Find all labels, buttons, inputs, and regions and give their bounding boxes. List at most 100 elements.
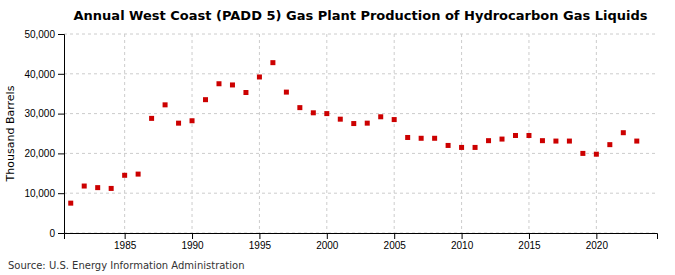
point <box>405 135 410 140</box>
y-tick: 10,000 <box>24 188 64 199</box>
point <box>580 151 585 156</box>
title: Annual West Coast (PADD 5) Gas Plant Pro… <box>74 8 648 23</box>
x-tick-label: 2005 <box>384 240 407 251</box>
point <box>324 111 329 116</box>
grid-line-x <box>124 34 125 233</box>
point <box>553 139 558 144</box>
point <box>432 136 437 141</box>
y-tick: 50,000 <box>24 29 64 40</box>
point <box>136 172 141 177</box>
point <box>176 121 181 126</box>
y-axis: 0 10,000 20,000 30,000 40,000 50,000 <box>24 29 64 239</box>
y-tick-label: 30,000 <box>24 108 55 119</box>
x-tick-label: 1995 <box>249 240 272 251</box>
point <box>109 186 114 191</box>
point <box>203 97 208 102</box>
x-tick: 2015 <box>518 233 541 251</box>
point <box>82 184 87 189</box>
x-axis: 1985 1990 1995 2000 2005 2010 2015 2020 <box>65 233 658 251</box>
x-tick-label: 2000 <box>316 240 339 251</box>
point <box>567 139 572 144</box>
point <box>634 139 639 144</box>
y-tick-label: 50,000 <box>24 29 55 40</box>
plot-area: 1985 1990 1995 2000 2005 2010 2015 2020 0 10,000 2… <box>24 29 657 251</box>
y-axis-label: Thousand Barrels <box>4 85 17 182</box>
y-tick-mark <box>58 34 64 35</box>
x-tick-label: 2020 <box>586 240 609 251</box>
y-tick-label: 0 <box>49 228 55 239</box>
y-tick-mark <box>58 153 64 154</box>
grid-line-y <box>64 34 657 35</box>
points <box>68 60 639 205</box>
x-tick-label: 1990 <box>181 240 204 251</box>
y-tick-mark <box>58 233 64 234</box>
point <box>163 102 168 107</box>
y-tick-label: 20,000 <box>24 148 55 159</box>
y-tick: 0 <box>49 228 64 239</box>
grid-line-x <box>394 34 395 233</box>
point <box>257 74 262 79</box>
point <box>526 133 531 138</box>
x-tick-mark <box>192 233 193 239</box>
x-tick: 2010 <box>451 233 474 251</box>
grid-line-x <box>259 34 260 233</box>
grid-line-x <box>192 34 193 233</box>
grid <box>64 34 657 233</box>
point <box>297 105 302 110</box>
y-axis-line <box>58 35 65 234</box>
grid-line-y <box>64 113 657 114</box>
point <box>540 138 545 143</box>
point <box>446 143 451 148</box>
y-tick-label: 10,000 <box>24 188 55 199</box>
chart: 1985 1990 1995 2000 2005 2010 2015 2020 0 10,000 2… <box>0 0 675 275</box>
grid-line-y <box>64 193 657 194</box>
point <box>351 121 356 126</box>
grid-line-x <box>461 34 462 233</box>
y-tick: 30,000 <box>24 108 64 119</box>
x-tick: 1985 <box>114 233 137 251</box>
x-tick-label: 2015 <box>518 240 541 251</box>
y-tick-label: 40,000 <box>24 69 55 80</box>
y-tick-mark <box>58 114 64 115</box>
y-tick: 20,000 <box>24 148 64 159</box>
point <box>216 81 221 86</box>
x-tick-mark <box>327 233 328 239</box>
grid-line-x <box>596 34 597 233</box>
y-tick-mark <box>58 74 64 75</box>
point <box>500 137 505 142</box>
source-note: Source: U.S. Energy Information Administ… <box>8 260 245 271</box>
x-tick-label: 1985 <box>114 240 137 251</box>
point <box>270 60 275 65</box>
point <box>311 110 316 115</box>
x-tick: 2005 <box>384 233 407 251</box>
point <box>190 118 195 123</box>
x-tick-mark <box>529 233 530 239</box>
x-tick: 2000 <box>316 233 339 251</box>
x-tick-mark <box>462 233 463 239</box>
x-tick-mark <box>125 233 126 239</box>
point <box>392 117 397 122</box>
x-tick-mark <box>596 233 597 239</box>
grid-line-y <box>64 153 657 154</box>
point <box>338 117 343 122</box>
x-axis-line <box>65 234 658 240</box>
x-tick: 2020 <box>586 233 609 251</box>
grid-line-x <box>326 34 327 233</box>
point <box>513 133 518 138</box>
x-tick-mark <box>394 233 395 239</box>
point <box>621 130 626 135</box>
y-tick: 40,000 <box>24 69 64 80</box>
y-tick-mark <box>58 193 64 194</box>
x-tick: 1995 <box>249 233 272 251</box>
point <box>149 116 154 121</box>
point <box>419 136 424 141</box>
x-tick-mark <box>259 233 260 239</box>
point <box>365 121 370 126</box>
point <box>122 173 127 178</box>
point <box>594 152 599 157</box>
point <box>243 90 248 95</box>
point <box>459 145 464 150</box>
point <box>95 185 100 190</box>
grid-line-y <box>64 73 657 74</box>
point <box>230 82 235 87</box>
